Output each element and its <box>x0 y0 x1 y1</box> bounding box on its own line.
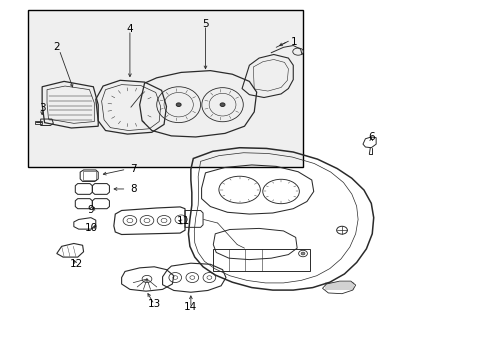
Text: 3: 3 <box>39 103 45 113</box>
Text: 13: 13 <box>147 299 161 309</box>
Bar <box>35 121 41 124</box>
Bar <box>82 171 96 180</box>
Text: 11: 11 <box>177 216 190 226</box>
Text: 2: 2 <box>53 42 60 52</box>
Ellipse shape <box>220 103 224 107</box>
Text: 6: 6 <box>367 132 374 142</box>
Text: 7: 7 <box>130 164 136 174</box>
Text: 1: 1 <box>290 37 297 47</box>
Text: 4: 4 <box>126 24 133 35</box>
Text: 5: 5 <box>202 19 208 29</box>
Ellipse shape <box>301 252 305 255</box>
Text: 10: 10 <box>84 224 97 233</box>
Ellipse shape <box>176 103 181 107</box>
Text: 9: 9 <box>87 206 94 216</box>
Bar <box>212 249 310 271</box>
Text: 14: 14 <box>184 302 197 312</box>
Text: 12: 12 <box>69 259 83 269</box>
Bar <box>27 10 303 167</box>
Text: 8: 8 <box>130 184 136 194</box>
